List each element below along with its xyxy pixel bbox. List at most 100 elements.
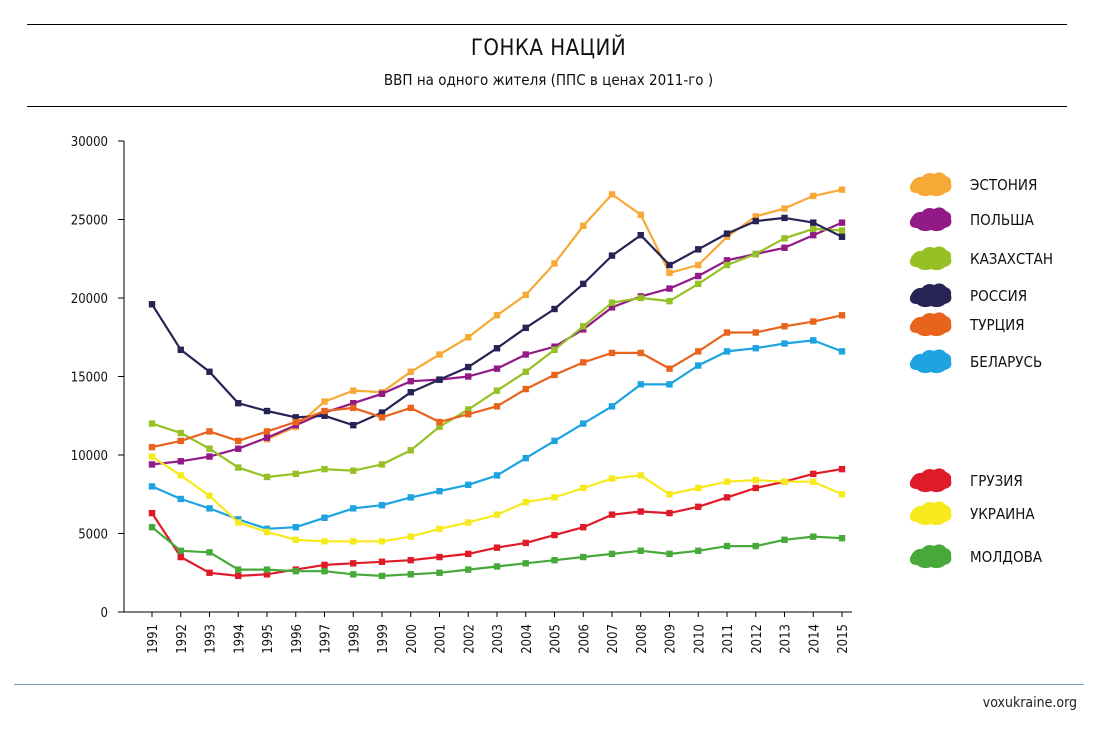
series-line: [151, 227, 843, 479]
data-point: [465, 550, 472, 558]
data-point: [177, 472, 184, 479]
data-point: [493, 312, 501, 319]
data-point: [148, 524, 156, 531]
data-point: [781, 244, 788, 251]
chart-title: ГОНКА НАЦИЙ: [470, 36, 627, 61]
data-point: [838, 491, 846, 498]
data-point: [551, 437, 558, 445]
x-tick-label: 2000: [405, 624, 420, 654]
data-point: [493, 365, 501, 372]
data-point: [666, 550, 673, 558]
data-point: [321, 412, 328, 419]
data-point: [235, 572, 242, 580]
data-point: [637, 294, 644, 302]
data-point: [407, 447, 414, 454]
series-line: [151, 314, 843, 449]
data-point: [522, 385, 529, 393]
data-point: [407, 389, 414, 396]
data-point: [666, 269, 673, 277]
x-tick-label: 2010: [692, 624, 707, 654]
data-point: [148, 301, 156, 308]
x-tick-label: 2007: [606, 624, 621, 654]
data-point: [350, 571, 357, 578]
data-point: [580, 524, 587, 531]
data-point: [695, 261, 702, 269]
data-point: [723, 261, 731, 269]
data-point: [493, 345, 501, 352]
y-tick-label: 10000: [71, 449, 108, 464]
series-russia: [148, 214, 846, 429]
x-tick-label: 1993: [204, 624, 219, 654]
data-point: [350, 387, 357, 394]
data-point: [608, 299, 616, 306]
y-tick-label: 20000: [71, 292, 108, 307]
data-point: [321, 398, 328, 405]
data-point: [752, 213, 759, 220]
data-point: [666, 365, 673, 372]
data-point: [580, 280, 587, 288]
data-point: [177, 458, 184, 465]
legend-item-moldova: МОЛДОВА: [909, 544, 1043, 569]
data-point: [522, 291, 529, 299]
legend-label: КАЗАХСТАН: [970, 250, 1053, 268]
data-point: [206, 492, 213, 500]
header-rule: [27, 106, 1067, 107]
x-tick-label: 2003: [491, 624, 506, 654]
data-point: [263, 434, 271, 441]
x-tick-label: 2006: [577, 624, 592, 654]
data-point: [465, 519, 472, 526]
legend-item-russia: РОССИЯ: [909, 283, 1027, 308]
x-tick-label: 1999: [376, 624, 391, 654]
data-point: [436, 487, 443, 495]
data-point: [263, 407, 271, 415]
data-point: [235, 445, 242, 452]
data-point: [350, 538, 357, 545]
data-point: [781, 235, 788, 242]
data-point: [608, 191, 616, 198]
legend-label: ПОЛЬША: [970, 211, 1035, 229]
data-point: [838, 465, 846, 473]
russia-map-icon: [909, 283, 952, 308]
data-point: [350, 399, 357, 407]
data-point: [235, 464, 242, 471]
data-point: [723, 478, 731, 485]
data-point: [810, 318, 817, 325]
data-point: [608, 349, 616, 357]
data-point: [838, 227, 846, 234]
data-point: [608, 475, 616, 482]
data-point: [838, 186, 846, 193]
data-point: [810, 192, 817, 200]
data-point: [781, 536, 788, 543]
legend-label: УКРАИНА: [970, 505, 1035, 523]
data-point: [263, 473, 271, 481]
data-point: [551, 346, 558, 354]
data-point: [522, 539, 529, 547]
data-point: [263, 428, 271, 435]
series-line: [151, 221, 843, 466]
data-point: [321, 514, 328, 521]
data-point: [436, 569, 443, 576]
x-tick-label: 2009: [664, 624, 679, 654]
data-point: [206, 428, 213, 435]
data-point: [407, 404, 414, 412]
top-rule: [27, 24, 1067, 25]
x-tick-label: 2011: [721, 624, 736, 654]
data-point: [695, 280, 702, 288]
data-point: [177, 429, 184, 437]
data-point: [637, 232, 644, 239]
data-point: [551, 260, 558, 267]
y-tick-label: 0: [101, 606, 108, 621]
data-point: [465, 406, 472, 413]
data-point: [695, 362, 702, 369]
data-point: [522, 351, 529, 358]
x-tick-label: 2014: [807, 624, 822, 654]
data-point: [378, 502, 386, 509]
data-point: [235, 437, 242, 445]
data-point: [263, 571, 271, 578]
x-tick-label: 1996: [290, 624, 305, 654]
data-point: [695, 547, 702, 554]
x-tick-label: 1991: [146, 624, 161, 654]
data-point: [292, 536, 299, 543]
data-point: [838, 348, 846, 355]
data-point: [551, 556, 558, 564]
